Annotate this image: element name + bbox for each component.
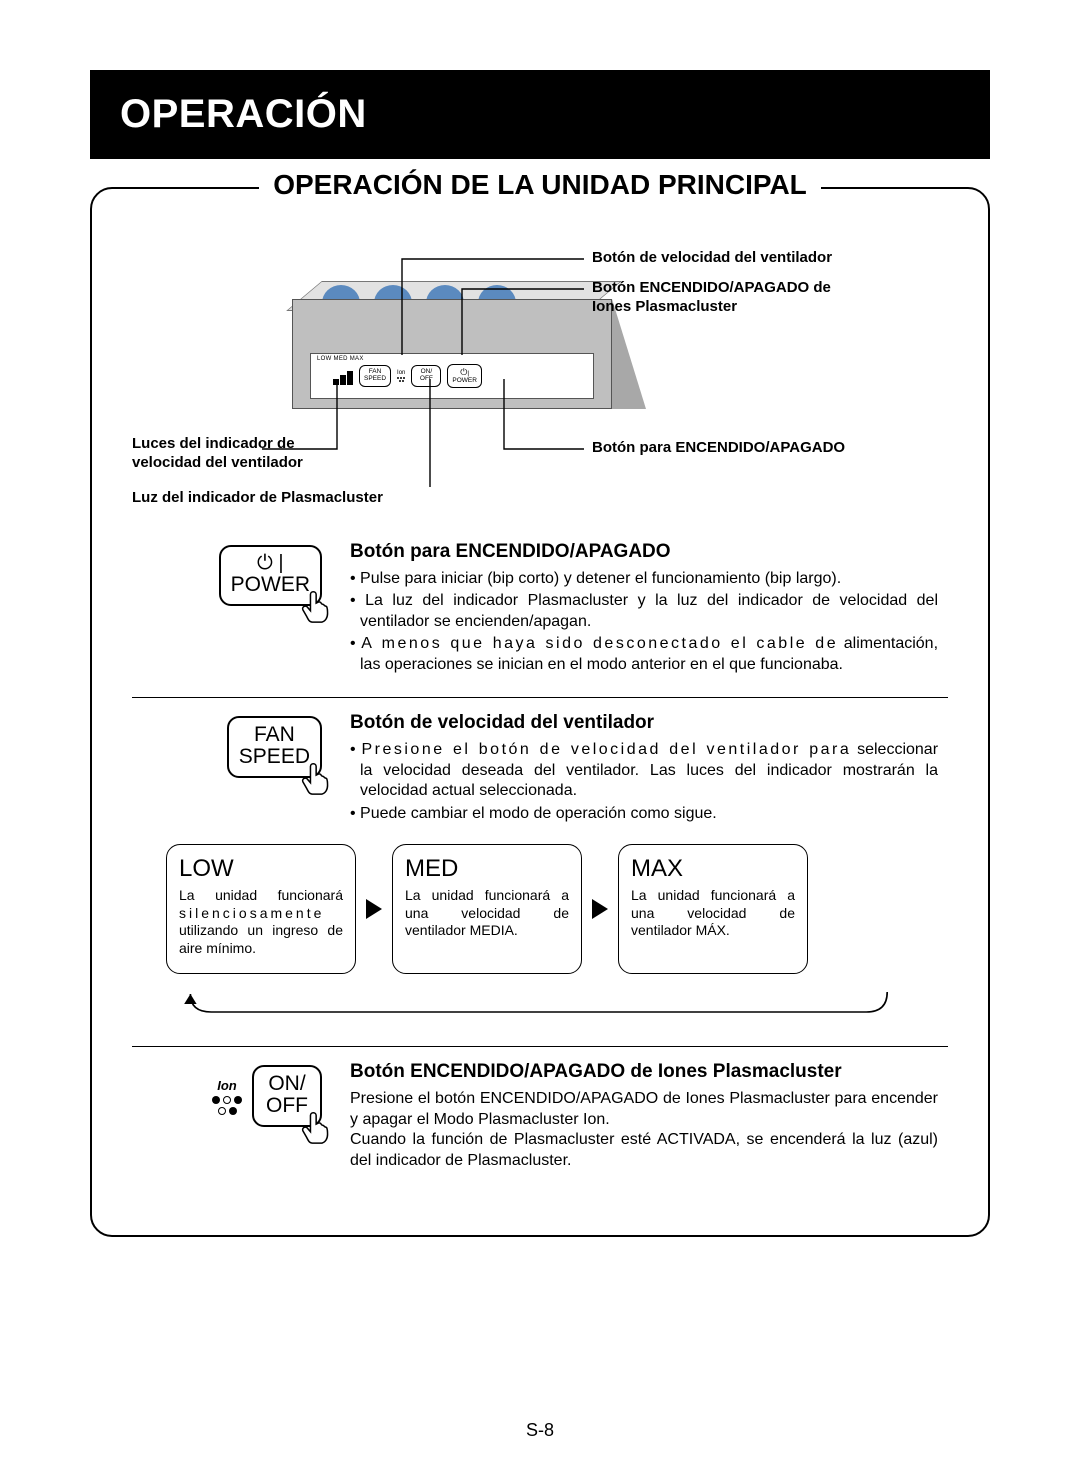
power-button-icon: ⏻ | POWER bbox=[219, 545, 322, 606]
power-bullet-list: Pulse para iniciar (bip corto) y detener… bbox=[350, 569, 938, 675]
power-bullet: La luz del indicador Plasmacluster y la … bbox=[350, 591, 938, 632]
power-glyph: ⏻ | bbox=[231, 553, 310, 574]
ion-button-section: Ion ON/ OFF Botón ENCENDIDO/APAGADO de I… bbox=[132, 1046, 948, 1191]
page-number: S-8 bbox=[0, 1420, 1080, 1441]
callout-fan-speed-button: Botón de velocidad del ventilador bbox=[592, 249, 832, 268]
mode-desc: La unidad funcionará silenciosamente uti… bbox=[179, 887, 343, 957]
mode-desc: La unidad funcionará a una velocidad de … bbox=[631, 887, 795, 940]
section-banner: OPERACIÓN bbox=[90, 70, 990, 159]
hand-pointer-icon bbox=[300, 758, 338, 796]
power-button-section: ⏻ | POWER Botón para ENCENDIDO/APAGADO P… bbox=[132, 527, 948, 697]
fan-speed-button-icon: FAN SPEED bbox=[227, 716, 322, 778]
hand-pointer-icon bbox=[300, 586, 338, 624]
frame-legend: OPERACIÓN DE LA UNIDAD PRINCIPAL bbox=[132, 169, 948, 201]
mode-card-max: MAX La unidad funcionará a una velocidad… bbox=[618, 844, 808, 974]
ion-button-icon-group: Ion ON/ OFF bbox=[212, 1065, 322, 1127]
frame-title: OPERACIÓN DE LA UNIDAD PRINCIPAL bbox=[259, 169, 821, 200]
mode-title: MED bbox=[405, 855, 569, 883]
fan-bullet: Presione el botón de velocidad del venti… bbox=[350, 740, 938, 801]
mode-title: LOW bbox=[179, 855, 343, 883]
power-heading: Botón para ENCENDIDO/APAGADO bbox=[350, 541, 938, 563]
fan-speed-section: FAN SPEED Botón de velocidad del ventila… bbox=[132, 697, 948, 1046]
mode-title: MAX bbox=[631, 855, 795, 883]
ion-dots-icon: Ion bbox=[212, 1078, 242, 1115]
mode-card-low: LOW La unidad funcionará silenciosamente… bbox=[166, 844, 356, 974]
ion-btn-top: ON/ bbox=[264, 1073, 310, 1095]
power-bullet: A menos que haya sido desconectado el ca… bbox=[350, 634, 938, 675]
power-bullet: Pulse para iniciar (bip corto) y detener… bbox=[350, 569, 938, 589]
power-label: POWER bbox=[231, 574, 310, 596]
fan-label-top: FAN bbox=[239, 724, 310, 746]
cycle-return-arrow bbox=[180, 992, 908, 1026]
fan-bullet-list: Presione el botón de velocidad del venti… bbox=[350, 740, 938, 824]
ion-onoff-button-icon: ON/ OFF bbox=[252, 1065, 322, 1127]
fan-bullet: Puede cambiar el modo de operación como … bbox=[350, 804, 938, 824]
callout-power-button: Botón para ENCENDIDO/APAGADO bbox=[592, 439, 845, 458]
mode-desc: La unidad funcionará a una velocidad de … bbox=[405, 887, 569, 940]
arrow-icon bbox=[366, 899, 382, 919]
callout-ion-button: Botón ENCENDIDO/APAGADO de Iones Plasmac… bbox=[592, 279, 852, 317]
device-diagram: LOW MED MAX FANSPEED Ion ON/OFF ⏻|POWER bbox=[132, 239, 948, 519]
callout-fan-indicator: Luces del indicador de velocidad del ven… bbox=[132, 435, 332, 473]
callout-plasmacluster-indicator: Luz del indicador de Plasmacluster bbox=[132, 489, 383, 508]
hand-pointer-icon bbox=[300, 1107, 338, 1145]
section-title: OPERACIÓN bbox=[120, 92, 960, 137]
fan-mode-cards: LOW La unidad funcionará silenciosamente… bbox=[132, 838, 948, 980]
ion-paragraph: Presione el botón ENCENDIDO/APAGADO de I… bbox=[350, 1089, 938, 1171]
arrow-icon bbox=[592, 899, 608, 919]
fan-heading: Botón de velocidad del ventilador bbox=[350, 712, 938, 734]
mode-card-med: MED La unidad funcionará a una velocidad… bbox=[392, 844, 582, 974]
ion-label: Ion bbox=[217, 1078, 237, 1093]
main-frame: OPERACIÓN DE LA UNIDAD PRINCIPAL LOW MED… bbox=[90, 187, 990, 1237]
ion-heading: Botón ENCENDIDO/APAGADO de Iones Plasmac… bbox=[350, 1061, 938, 1083]
